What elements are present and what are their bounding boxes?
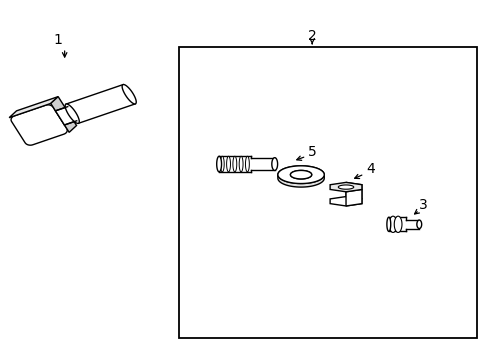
Text: 5: 5 [307,145,316,159]
Polygon shape [277,166,324,184]
Polygon shape [271,158,277,170]
Bar [179,47,476,338]
Polygon shape [346,183,361,199]
Text: 4: 4 [365,162,374,176]
Polygon shape [55,107,77,125]
Polygon shape [386,217,390,231]
Polygon shape [346,189,361,206]
Polygon shape [277,175,324,187]
Polygon shape [122,85,136,104]
Polygon shape [245,156,249,172]
Text: 1: 1 [54,33,62,47]
Text: 3: 3 [418,198,427,212]
Text: 2: 2 [307,30,316,44]
Polygon shape [226,156,230,172]
Polygon shape [232,156,236,172]
Polygon shape [393,216,401,233]
Polygon shape [11,105,67,145]
Polygon shape [51,96,77,132]
Polygon shape [239,156,243,172]
Polygon shape [220,156,224,172]
Polygon shape [329,197,361,206]
Polygon shape [290,170,311,179]
Polygon shape [9,96,58,118]
Polygon shape [290,170,311,179]
Polygon shape [338,185,353,189]
Polygon shape [329,183,361,192]
Polygon shape [216,156,221,172]
Polygon shape [416,220,421,229]
Polygon shape [65,104,79,123]
Polygon shape [277,166,324,184]
Polygon shape [388,216,396,233]
